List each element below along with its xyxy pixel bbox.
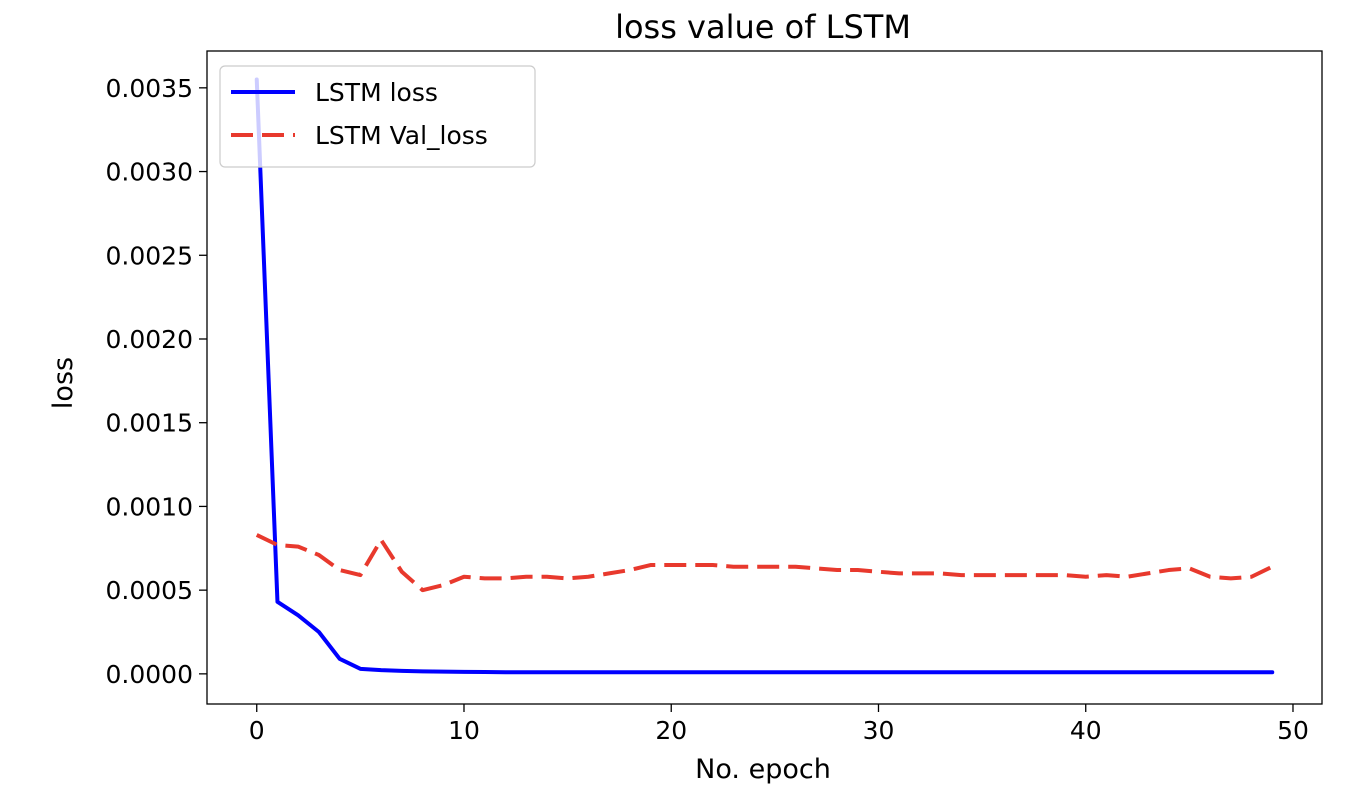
- x-tick-label: 40: [1070, 716, 1102, 745]
- x-tick-label: 20: [655, 716, 687, 745]
- legend-label-lstm-loss: LSTM loss: [315, 78, 438, 107]
- y-axis-label: loss: [48, 357, 79, 409]
- series-line-lstm-loss: [254, 77, 1275, 675]
- x-axis: 0 10 20 30 40 50: [249, 704, 1309, 745]
- y-tick-label: 0.0015: [106, 409, 193, 438]
- x-axis-label: No. epoch: [695, 754, 831, 785]
- x-tick-label: 0: [249, 716, 265, 745]
- chart-title: loss value of LSTM: [615, 8, 911, 46]
- y-tick-label: 0.0030: [106, 158, 193, 187]
- series-line-lstm-val-loss: [255, 533, 1274, 593]
- x-tick-label: 50: [1277, 716, 1309, 745]
- x-tick-label: 10: [448, 716, 480, 745]
- plot-frame: [206, 50, 1323, 705]
- legend-label-lstm-val-loss: LSTM Val_loss: [315, 121, 488, 150]
- y-tick-label: 0.0025: [106, 241, 193, 270]
- y-axis: 0.0000 0.0005 0.0010 0.0015 0.0020 0.0025 0.00…: [106, 74, 207, 689]
- y-tick-label: 0.0005: [106, 576, 193, 605]
- legend: LSTM loss LSTM Val_loss: [219, 65, 536, 168]
- y-tick-label: 0.0035: [106, 74, 193, 103]
- legend-box: [219, 65, 536, 168]
- y-tick-label: 0.0020: [106, 325, 193, 354]
- y-tick-label: 0.0010: [106, 492, 193, 521]
- x-tick-label: 30: [863, 716, 895, 745]
- plot-series: [254, 77, 1275, 675]
- y-tick-label: 0.0000: [106, 660, 193, 689]
